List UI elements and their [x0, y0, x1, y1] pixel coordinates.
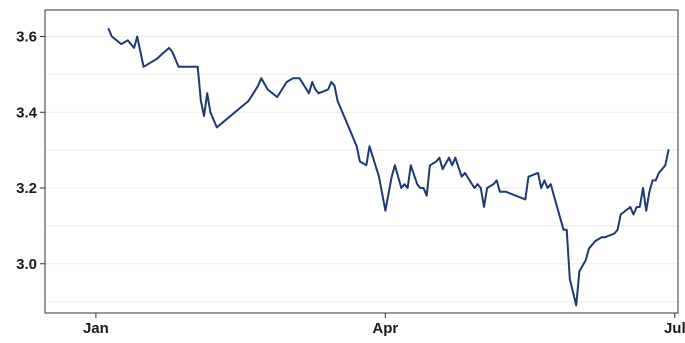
x-tick-label: Jan [83, 320, 109, 337]
y-tick-label: 3.4 [16, 104, 38, 121]
axes: 3.0 3.2 3.4 3.6 Jan Apr Jul [16, 29, 685, 337]
y-tick-label: 3.0 [16, 256, 37, 273]
series-line [107, 27, 670, 307]
gridlines [45, 36, 678, 303]
y-tick-label: 3.6 [16, 29, 37, 46]
series-layer [107, 27, 670, 307]
x-tick-label: Jul [664, 320, 685, 337]
y-tick-label: 3.2 [16, 180, 37, 197]
x-tick-label: Apr [372, 320, 398, 337]
plot-frame [44, 9, 679, 314]
